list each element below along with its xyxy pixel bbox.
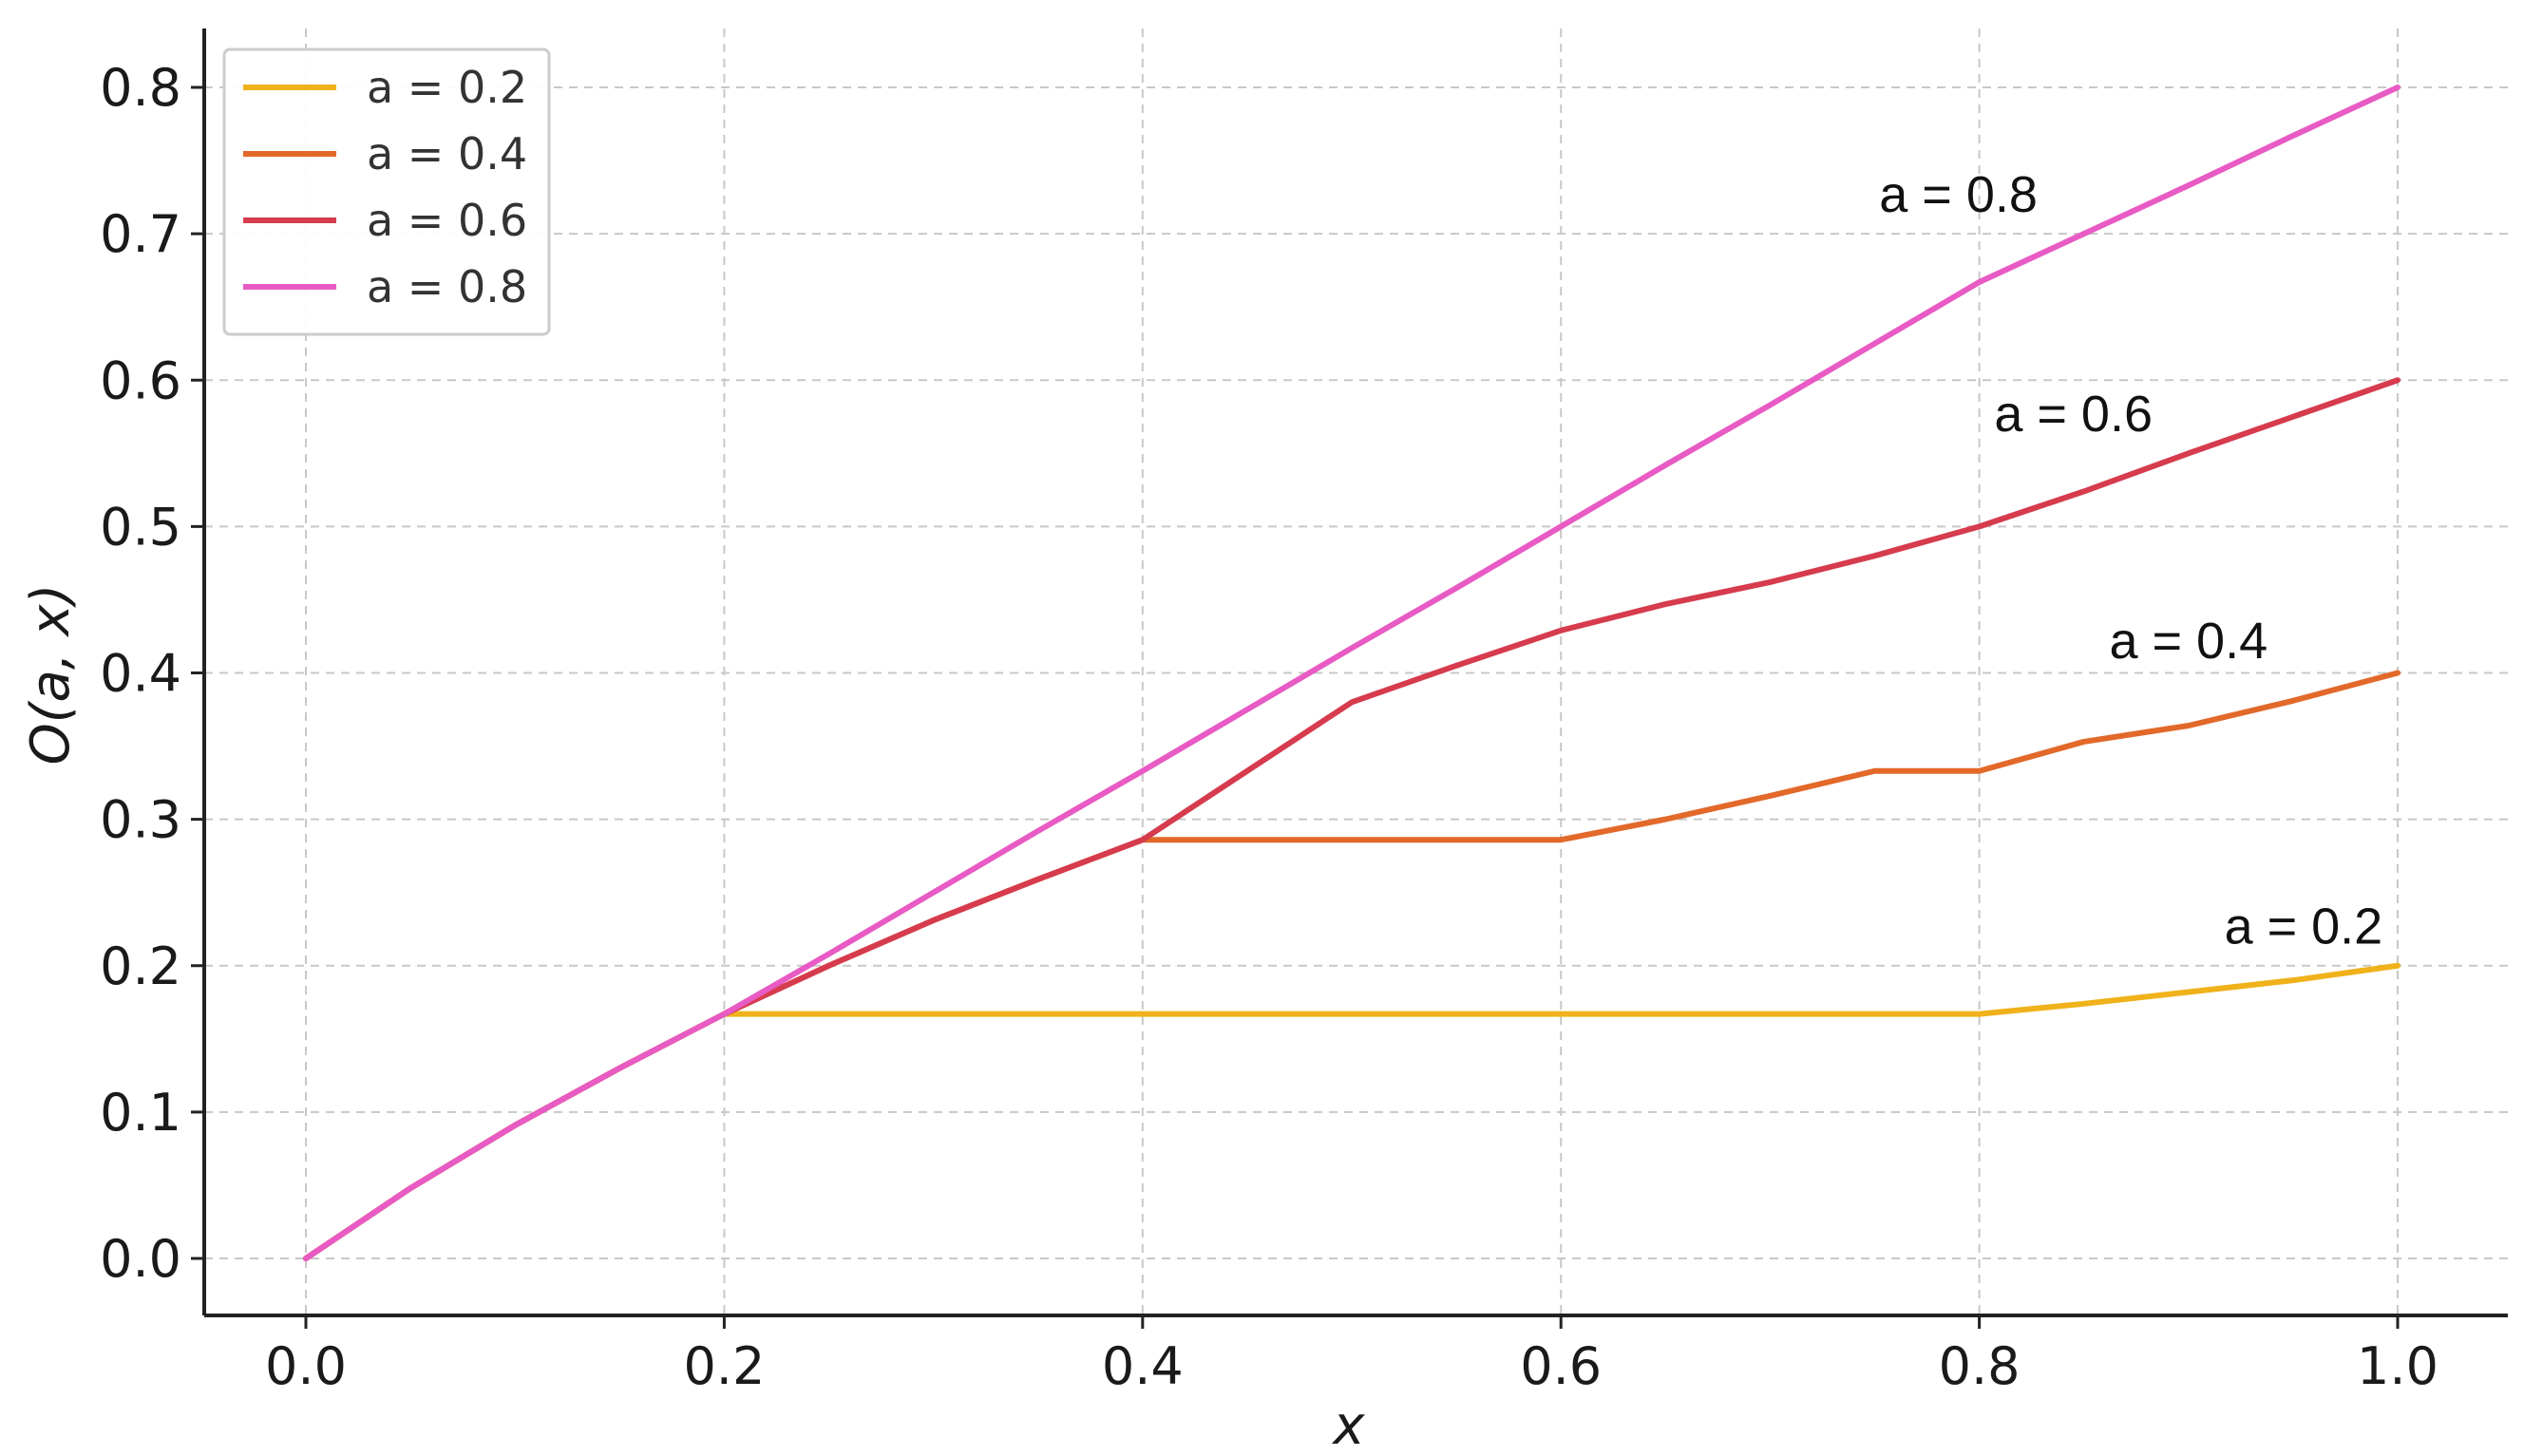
ticks: 0.0 0.2 0.4 0.6 0.8 1.0 0.0 0.1 0.2 0.3 0.4 0.5 0.6 0… xyxy=(100,58,2439,1396)
y-tick-label: 0.4 xyxy=(100,644,181,704)
series-annotation: a = 0.4 xyxy=(2109,613,2268,670)
series-line xyxy=(303,85,2401,1261)
y-tick-label: 0.6 xyxy=(100,350,181,410)
y-tick-label: 0.5 xyxy=(100,497,181,557)
legend: a = 0.2 a = 0.4 a = 0.6 a = 0.8 xyxy=(222,47,551,336)
legend-label: a = 0.6 xyxy=(367,195,527,246)
series-annotation: a = 0.2 xyxy=(2225,898,2383,955)
x-tick-label: 0.6 xyxy=(1520,1336,1602,1396)
series-annotation: a = 0.8 xyxy=(1879,166,2038,223)
x-tick-label: 1.0 xyxy=(2357,1336,2439,1396)
x-axis-label: x xyxy=(1331,1395,1365,1456)
legend-label: a = 0.4 xyxy=(367,128,527,180)
legend-label: a = 0.2 xyxy=(367,62,527,113)
y-tick-label: 0.0 xyxy=(100,1229,181,1289)
series-annotations: a = 0.2 a = 0.4 a = 0.6 a = 0.8 xyxy=(1879,166,2382,955)
x-tick-label: 0.8 xyxy=(1939,1336,2021,1396)
y-tick-label: 0.1 xyxy=(100,1083,181,1143)
y-tick-label: 0.7 xyxy=(100,204,181,264)
legend-box xyxy=(222,47,551,336)
y-axis-label: O(a, x) xyxy=(20,584,82,766)
y-tick-label: 0.2 xyxy=(100,936,181,996)
x-tick-label: 0.4 xyxy=(1102,1336,1184,1396)
y-tick-label: 0.3 xyxy=(100,790,181,850)
grid xyxy=(204,28,2508,1315)
y-tick-label: 0.8 xyxy=(100,58,181,118)
series-lines xyxy=(303,85,2401,1261)
x-tick-label: 0.2 xyxy=(683,1336,765,1396)
x-tick-label: 0.0 xyxy=(265,1336,347,1396)
legend-label: a = 0.8 xyxy=(367,261,527,312)
series-annotation: a = 0.6 xyxy=(1994,386,2153,443)
